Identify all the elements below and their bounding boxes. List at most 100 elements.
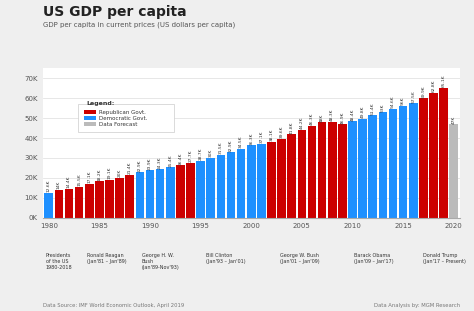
Bar	[55, 190, 63, 218]
Text: Data Source: IMF World Economic Outlook, April 2019: Data Source: IMF World Economic Outlook,…	[43, 303, 184, 308]
Bar	[196, 160, 205, 218]
Bar	[146, 170, 154, 218]
Text: 46.9K: 46.9K	[340, 111, 344, 124]
Bar	[247, 145, 255, 218]
Text: 14.4K: 14.4K	[67, 176, 71, 188]
Bar	[287, 134, 296, 218]
Bar	[227, 152, 235, 218]
Bar	[308, 126, 316, 218]
Bar	[348, 121, 357, 218]
Text: 26.4K: 26.4K	[178, 152, 182, 165]
Text: 24.3K: 24.3K	[158, 156, 162, 169]
Text: 44.2K: 44.2K	[300, 117, 304, 129]
Text: Legend:: Legend:	[86, 101, 115, 106]
Bar	[277, 139, 286, 218]
Bar	[257, 144, 265, 218]
Bar	[45, 193, 53, 218]
Text: 27.7K: 27.7K	[189, 150, 192, 162]
Text: 48.3K: 48.3K	[330, 109, 334, 121]
Text: 47K: 47K	[452, 115, 456, 123]
Bar	[64, 189, 73, 218]
Bar	[166, 167, 174, 218]
Bar	[409, 103, 418, 218]
Text: Democratic Govt.: Democratic Govt.	[99, 116, 147, 121]
Text: 23.9K: 23.9K	[148, 157, 152, 169]
Text: Barack Obama
(Jan'09 – Jan'17): Barack Obama (Jan'09 – Jan'17)	[355, 253, 394, 264]
Text: Data Analysis by: MGM Research: Data Analysis by: MGM Research	[374, 303, 460, 308]
Bar	[267, 142, 276, 218]
Bar	[429, 93, 438, 218]
Text: Donald Trump
(Jan'17 – Present): Donald Trump (Jan'17 – Present)	[423, 253, 466, 264]
Text: 17.1K: 17.1K	[87, 171, 91, 183]
Bar	[358, 118, 367, 218]
Text: 48.4K: 48.4K	[350, 109, 355, 121]
Text: 65.1K: 65.1K	[442, 75, 446, 87]
Text: 34.5K: 34.5K	[239, 136, 243, 148]
Bar	[126, 175, 134, 218]
Text: 57.5K: 57.5K	[411, 90, 415, 103]
Text: 54.6K: 54.6K	[391, 96, 395, 109]
Text: 62.8K: 62.8K	[431, 80, 436, 92]
Text: 20K: 20K	[118, 169, 122, 177]
Bar	[176, 165, 185, 218]
Bar	[419, 99, 428, 218]
Bar	[186, 163, 195, 218]
Text: Presidents
of the US
1980-2018: Presidents of the US 1980-2018	[46, 253, 73, 270]
Bar	[84, 110, 96, 114]
Bar	[338, 124, 346, 218]
Text: Ronald Reagan
(Jan'81 – Jan'89): Ronald Reagan (Jan'81 – Jan'89)	[87, 253, 127, 264]
Bar	[368, 115, 377, 218]
Bar	[84, 122, 96, 126]
Text: 49.8K: 49.8K	[361, 106, 365, 118]
Text: 30K: 30K	[209, 149, 213, 157]
Text: 53K: 53K	[381, 103, 385, 112]
Text: George H. W.
Bush
(Jan'89-Nov'93): George H. W. Bush (Jan'89-Nov'93)	[142, 253, 180, 270]
Bar	[156, 169, 164, 218]
Text: 59.9K: 59.9K	[421, 86, 425, 98]
Bar	[379, 112, 387, 218]
Text: Republican Govt.: Republican Govt.	[99, 110, 146, 115]
Bar	[75, 187, 83, 218]
Text: 14K: 14K	[57, 181, 61, 189]
Bar	[85, 183, 93, 218]
Text: GDP per capita in current prices (US dollars per capita): GDP per capita in current prices (US dol…	[43, 21, 235, 28]
Text: 15.5K: 15.5K	[77, 174, 81, 186]
Text: 21.4K: 21.4K	[128, 162, 132, 174]
Bar	[84, 116, 96, 120]
Text: 41.8K: 41.8K	[290, 122, 294, 134]
Text: 12.6K: 12.6K	[47, 180, 51, 192]
Bar	[237, 149, 246, 218]
Bar	[318, 122, 327, 218]
FancyBboxPatch shape	[78, 104, 174, 132]
Bar	[449, 124, 458, 218]
Bar	[389, 109, 397, 218]
Text: 39.6K: 39.6K	[280, 126, 283, 138]
Bar	[115, 178, 124, 218]
Text: Data Forecast: Data Forecast	[99, 122, 137, 127]
Text: 32.9K: 32.9K	[229, 139, 233, 152]
Bar	[328, 122, 337, 218]
Bar	[298, 130, 306, 218]
Text: 37.1K: 37.1K	[259, 131, 264, 143]
Text: 48K: 48K	[320, 114, 324, 122]
Text: US GDP per capita: US GDP per capita	[43, 5, 186, 19]
Bar	[217, 155, 225, 218]
Bar	[399, 106, 407, 218]
Text: 19.1K: 19.1K	[108, 167, 111, 179]
Text: George W. Bush
(Jan'01 – Jan'09): George W. Bush (Jan'01 – Jan'09)	[280, 253, 319, 264]
Text: 36.3K: 36.3K	[249, 132, 253, 145]
Text: 51.4K: 51.4K	[371, 102, 375, 115]
Text: Bill Clinton
(Jan'93 – Jan'01): Bill Clinton (Jan'93 – Jan'01)	[206, 253, 245, 264]
Text: 31.5K: 31.5K	[219, 142, 223, 155]
Text: 18.2K: 18.2K	[97, 169, 101, 181]
Text: 46.3K: 46.3K	[310, 113, 314, 125]
Text: 28.7K: 28.7K	[199, 148, 202, 160]
Bar	[206, 158, 215, 218]
Bar	[105, 180, 114, 218]
Bar	[95, 181, 104, 218]
Bar	[439, 88, 448, 218]
Text: 38.1K: 38.1K	[269, 129, 273, 141]
Text: 56K: 56K	[401, 97, 405, 105]
Text: 25.4K: 25.4K	[168, 154, 172, 166]
Bar	[136, 172, 144, 218]
